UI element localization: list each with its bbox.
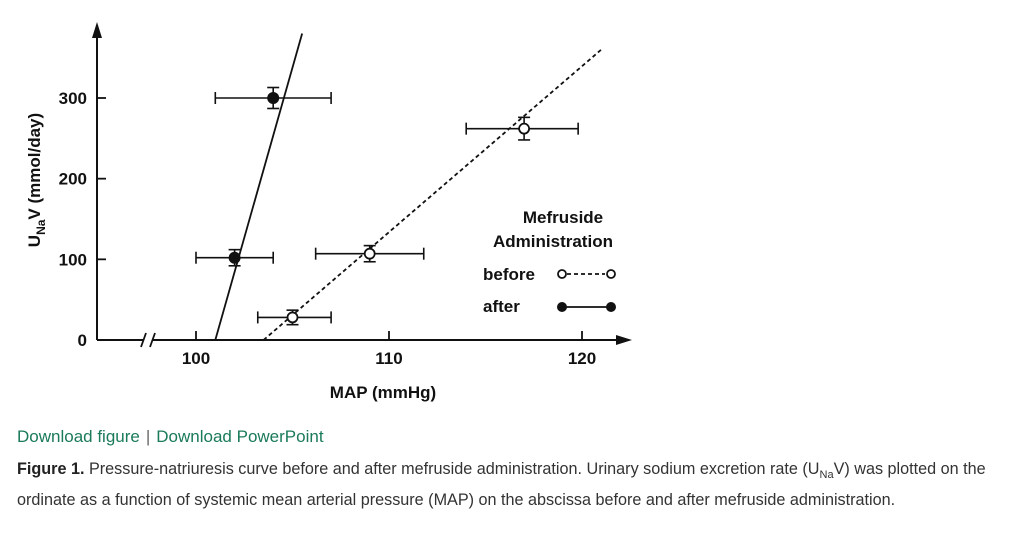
caption-subscript: Na: [819, 469, 834, 482]
x-tick-label: 120: [568, 349, 596, 368]
download-powerpoint-link[interactable]: Download PowerPoint: [156, 427, 324, 446]
x-axis-arrow: [616, 335, 632, 345]
legend-marker-after: [557, 302, 616, 312]
legend-label-before: before: [483, 265, 535, 284]
x-tick-label: 100: [182, 349, 210, 368]
data-point-after: [228, 251, 241, 264]
data-point-before: [286, 311, 299, 324]
x-axis-label: MAP (mmHg): [330, 383, 436, 402]
data-point-before: [363, 247, 376, 260]
caption-text-1: Pressure-natriuresis curve before and af…: [84, 460, 820, 478]
download-links: Download figure | Download PowerPoint: [17, 427, 324, 447]
caption-label: Figure 1.: [17, 460, 85, 478]
chart-axes: [92, 22, 632, 348]
y-axis-label: UNaV (mmol/day): [25, 113, 48, 247]
fit-line-after: [214, 33, 304, 341]
data-point-after: [267, 92, 280, 104]
data-points: [228, 92, 530, 324]
legend-title-line2: Administration: [493, 232, 613, 251]
x-tick-label: 110: [375, 349, 402, 368]
y-tick-label: 200: [59, 170, 87, 189]
y-tick-label: 300: [59, 89, 87, 108]
pressure-natriuresis-chart: 0 100 200 300 100 110 120 MAP (mmHg) UNaV (mmo…: [25, 22, 632, 402]
caption-text-2: V) was plotted on the ordinate as a func…: [17, 460, 986, 510]
y-axis-arrow: [92, 22, 102, 38]
figure-caption: Figure 1. Pressure-natriuresis curve bef…: [17, 457, 1027, 513]
legend-label-after: after: [483, 297, 520, 316]
fit-lines: [214, 33, 602, 341]
chart-ticks: 0 100 200 300 100 110 120: [59, 89, 597, 368]
download-figure-link[interactable]: Download figure: [17, 427, 140, 446]
link-separator: |: [145, 427, 151, 446]
fit-line-before: [262, 48, 602, 341]
legend-title-line1: Mefruside: [523, 208, 603, 227]
y-tick-label: 100: [59, 250, 87, 269]
legend-marker-before: [557, 269, 616, 279]
legend: Mefruside Administration before after: [483, 208, 616, 316]
data-point-before: [518, 122, 530, 135]
y-tick-label: 0: [78, 331, 87, 350]
x-axis-break-mark: [149, 332, 156, 348]
x-axis-break-mark: [140, 332, 147, 348]
